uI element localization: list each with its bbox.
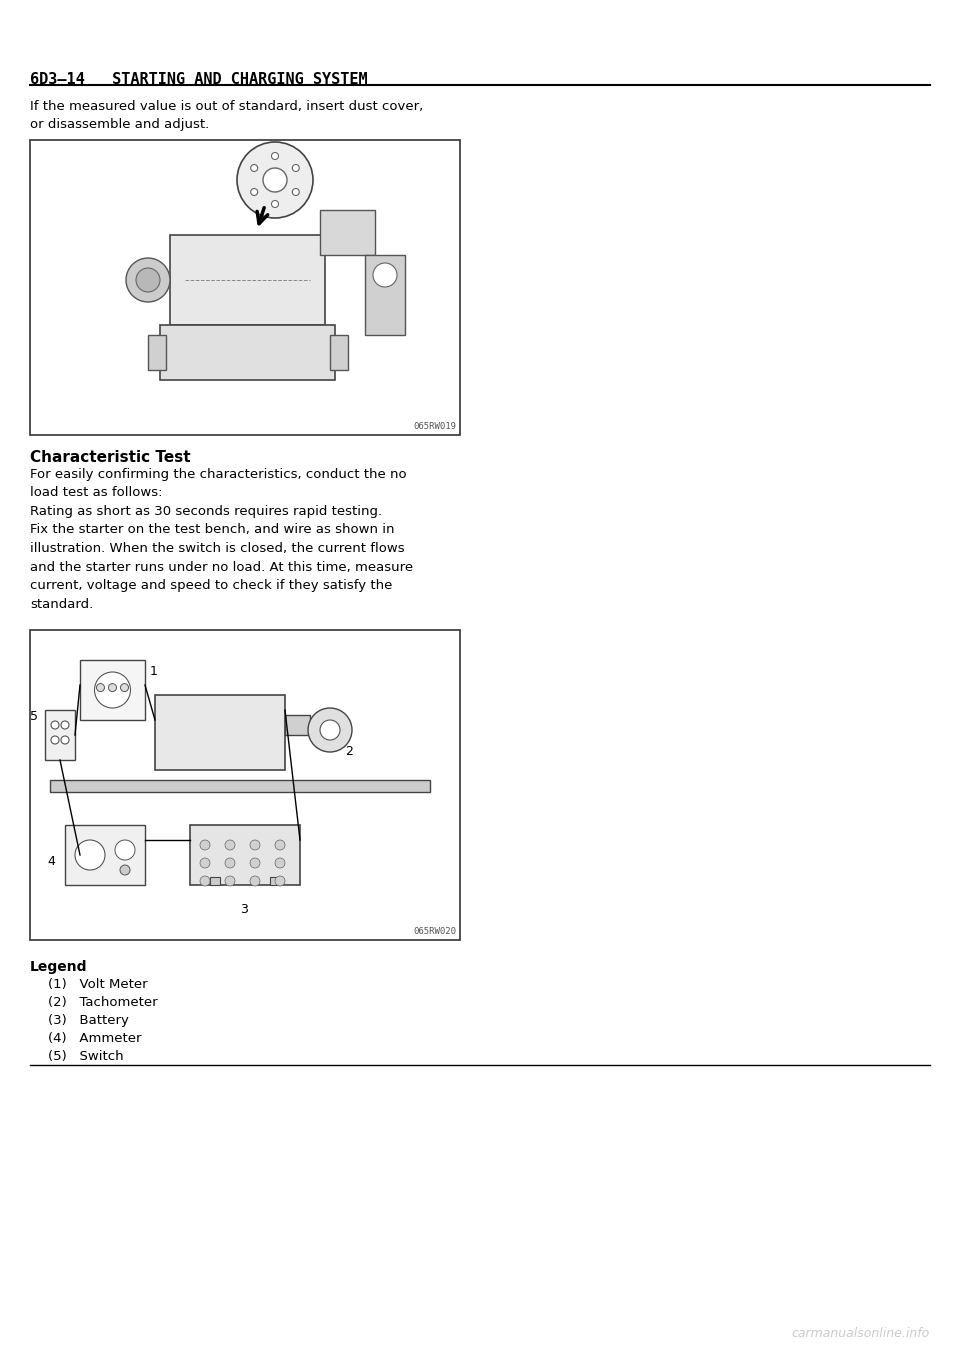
Text: 065RW020: 065RW020 (413, 928, 456, 936)
Circle shape (97, 683, 105, 691)
Text: 1: 1 (150, 665, 157, 678)
Bar (160, 325, 335, 380)
Circle shape (263, 168, 287, 191)
Circle shape (250, 876, 260, 885)
Circle shape (200, 876, 210, 885)
Text: (5)   Switch: (5) Switch (48, 1050, 124, 1063)
Circle shape (275, 858, 285, 868)
Bar (170, 235, 325, 325)
Circle shape (61, 721, 69, 729)
Bar (155, 695, 285, 770)
Circle shape (272, 152, 278, 159)
Text: (2)   Tachometer: (2) Tachometer (48, 995, 157, 1009)
Circle shape (275, 876, 285, 885)
Circle shape (225, 876, 235, 885)
Bar (50, 779, 430, 792)
Circle shape (275, 841, 285, 850)
Bar (80, 660, 145, 720)
Circle shape (126, 258, 170, 301)
Text: For easily confirming the characteristics, conduct the no
load test as follows:
: For easily confirming the characteristic… (30, 469, 413, 611)
Circle shape (120, 865, 130, 875)
Bar (330, 335, 348, 369)
Circle shape (225, 841, 235, 850)
Text: 4: 4 (47, 856, 55, 868)
Circle shape (308, 708, 352, 752)
Circle shape (61, 736, 69, 744)
Circle shape (250, 858, 260, 868)
Circle shape (237, 143, 313, 219)
Circle shape (225, 858, 235, 868)
Text: (1)   Volt Meter: (1) Volt Meter (48, 978, 148, 991)
Bar (210, 877, 220, 885)
Circle shape (250, 841, 260, 850)
Circle shape (51, 721, 59, 729)
Text: 5: 5 (30, 710, 38, 722)
Circle shape (251, 189, 257, 196)
Circle shape (200, 841, 210, 850)
Text: 6D3–14   STARTING AND CHARGING SYSTEM: 6D3–14 STARTING AND CHARGING SYSTEM (30, 72, 368, 87)
Text: Legend: Legend (30, 960, 87, 974)
Circle shape (75, 841, 105, 870)
Bar (30, 140, 460, 435)
Circle shape (292, 164, 300, 171)
Text: 3: 3 (240, 903, 248, 917)
Text: carmanualsonline.info: carmanualsonline.info (792, 1327, 930, 1340)
Circle shape (251, 164, 257, 171)
Circle shape (272, 201, 278, 208)
Circle shape (94, 672, 131, 708)
Text: If the measured value is out of standard, insert dust cover,
or disassemble and : If the measured value is out of standard… (30, 100, 423, 130)
Circle shape (136, 268, 160, 292)
Bar (320, 210, 375, 255)
Text: 2: 2 (345, 746, 353, 758)
Circle shape (121, 683, 129, 691)
Circle shape (373, 263, 397, 287)
Circle shape (115, 841, 135, 860)
Circle shape (320, 720, 340, 740)
Circle shape (200, 858, 210, 868)
Bar (148, 335, 166, 369)
Text: Characteristic Test: Characteristic Test (30, 449, 191, 464)
Bar (190, 826, 300, 885)
Text: 065RW019: 065RW019 (413, 422, 456, 430)
Bar (285, 716, 310, 735)
Circle shape (108, 683, 116, 691)
Bar (270, 877, 280, 885)
Bar (45, 710, 75, 760)
Bar (30, 630, 460, 940)
Circle shape (51, 736, 59, 744)
Bar (65, 826, 145, 885)
Text: (3)   Battery: (3) Battery (48, 1014, 129, 1027)
Circle shape (292, 189, 300, 196)
Text: (4)   Ammeter: (4) Ammeter (48, 1032, 141, 1046)
Bar (365, 255, 405, 335)
